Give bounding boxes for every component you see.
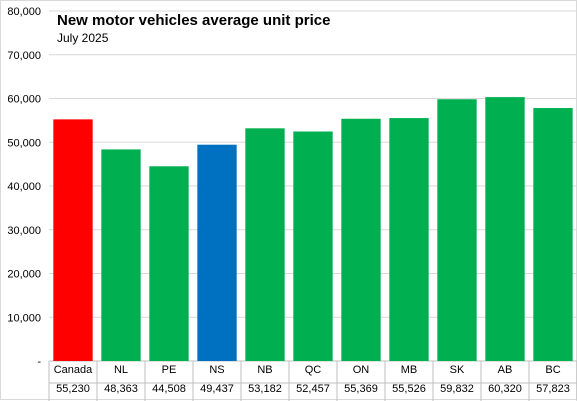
value-label: 55,230 (56, 383, 90, 395)
value-labels: 55,230 48,363 44,508 49,437 53,182 52,457 55,3… (56, 383, 570, 395)
category-label: PE (162, 364, 177, 376)
bar-pe (149, 166, 189, 361)
bars (53, 97, 573, 362)
bar-sk (437, 99, 477, 362)
bar-nb (245, 128, 285, 361)
value-label: 48,363 (104, 383, 138, 395)
category-label: NB (257, 364, 272, 376)
bar-bc (533, 108, 573, 361)
y-tick-label: 40,000 (7, 181, 41, 193)
category-label: AB (498, 364, 513, 376)
bar-qc (293, 131, 333, 361)
value-label: 52,457 (296, 383, 330, 395)
category-label: ON (353, 364, 370, 376)
category-label: NL (114, 364, 128, 376)
bar-ab (485, 97, 525, 361)
category-label: Canada (54, 364, 93, 376)
value-label: 59,832 (440, 383, 474, 395)
value-label: 53,182 (248, 383, 282, 395)
y-tick-label: 10,000 (7, 312, 41, 324)
category-label: SK (450, 364, 465, 376)
y-tick-label: 80,000 (7, 6, 41, 18)
value-label: 57,823 (536, 383, 570, 395)
category-label: QC (305, 364, 322, 376)
y-tick-label: 60,000 (7, 94, 41, 106)
chart-subtitle: July 2025 (57, 31, 109, 45)
category-label: MB (401, 364, 418, 376)
value-label: 55,369 (344, 383, 378, 395)
bar-ns (197, 144, 237, 361)
y-tick-label: - (37, 356, 41, 368)
y-axis-tick-labels: - 10,000 20,000 30,000 40,000 50,000 60,000 70,… (7, 6, 41, 368)
y-tick-label: 70,000 (7, 50, 41, 62)
category-labels: Canada NL PE NS NB QC ON MB SK AB BC (54, 364, 561, 376)
value-label: 44,508 (152, 383, 186, 395)
category-label: BC (545, 364, 560, 376)
y-tick-label: 20,000 (7, 269, 41, 281)
bar-canada (53, 119, 93, 362)
value-label: 55,526 (392, 383, 426, 395)
bar-mb (389, 118, 429, 361)
bar-nl (101, 149, 141, 361)
bar-on (341, 118, 381, 362)
value-label: 49,437 (200, 383, 234, 395)
chart-title: New motor vehicles average unit price (57, 12, 330, 29)
y-tick-label: 50,000 (7, 137, 41, 149)
category-label: NS (209, 364, 224, 376)
value-label: 60,320 (488, 383, 522, 395)
y-tick-label: 30,000 (7, 225, 41, 237)
